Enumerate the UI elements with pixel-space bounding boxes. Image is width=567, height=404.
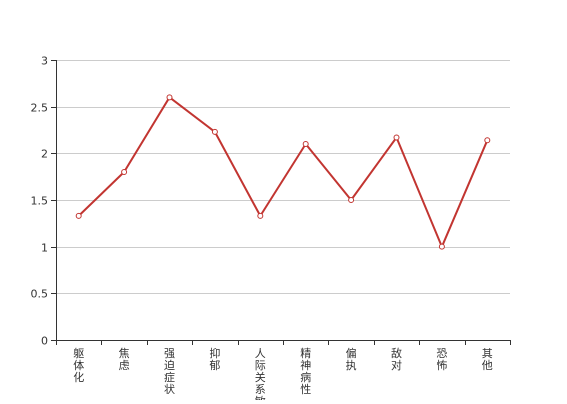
series-layer: [75, 94, 491, 250]
data-point: [484, 137, 491, 144]
x-tick-label: 躯体化: [73, 347, 84, 384]
data-point: [438, 243, 445, 250]
x-tick-label: 焦虑: [119, 347, 130, 372]
x-tick-label: 恐怖: [436, 347, 447, 372]
y-tick-labels: 0 0.5 1 1.5 2 2.5 3: [31, 55, 49, 348]
data-point: [121, 169, 128, 175]
data-point: [211, 128, 218, 135]
data-point: [166, 94, 173, 101]
x-tick-label: 人际关系敏感: [255, 347, 266, 400]
y-tick-label: 1.5: [31, 195, 49, 208]
data-point: [348, 197, 355, 203]
x-tick-label: 偏执: [346, 346, 357, 372]
data-point: [302, 141, 309, 147]
axes: [51, 60, 511, 345]
y-tick-label: 0: [41, 335, 48, 348]
data-point: [257, 212, 264, 219]
y-tick-label: 2.5: [31, 102, 49, 115]
data-point: [393, 134, 400, 141]
x-tick-label: 其他: [482, 347, 493, 372]
x-tick-labels: 躯体化 焦虑 强迫症状 抑郁 人际关系敏感 精神病性 偏执 敌对 恐怖 其他: [73, 346, 493, 404]
series-line: [77, 96, 489, 248]
y-tick-label: 2: [41, 148, 48, 161]
grid-lines: [56, 60, 510, 294]
y-tick-label: 3: [41, 55, 48, 68]
data-point: [75, 212, 82, 219]
x-tick-label: 精神病性: [300, 347, 311, 396]
x-tick-label: 抑郁: [209, 346, 220, 372]
y-tick-label: 1: [41, 242, 48, 255]
x-tick-label: 强迫症状: [164, 347, 175, 396]
x-tick-label: 敌对: [391, 346, 402, 372]
y-tick-label: 0.5: [31, 288, 49, 301]
